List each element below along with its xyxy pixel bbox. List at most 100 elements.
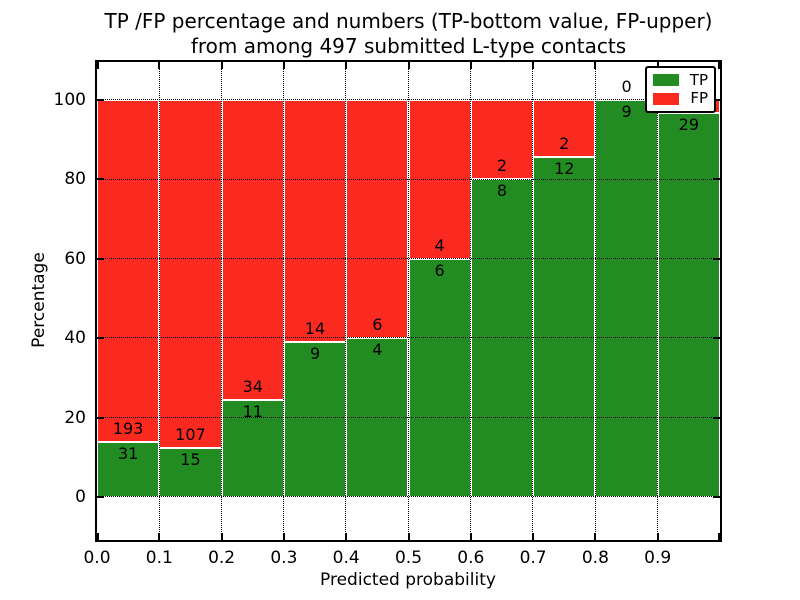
y-tick-label: 20 (64, 407, 86, 428)
x-tickmark-bottom (345, 533, 348, 540)
x-tickmark-bottom (282, 533, 285, 540)
bar-label-fp: 2 (559, 133, 570, 153)
x-tickmark-bottom (158, 533, 161, 540)
x-tickmark-bottom (407, 533, 410, 540)
tp-color-swatch (653, 74, 679, 87)
x-tick-label: 0.8 (581, 548, 609, 568)
bar-label-fp: 4 (434, 235, 445, 255)
x-tick-label: 0.5 (394, 548, 423, 568)
x-tickmark-top (282, 62, 285, 69)
bar-label-fp: 6 (372, 315, 383, 335)
bar-segment-tp (97, 442, 160, 497)
v-gridline (407, 62, 409, 540)
legend-item-fp: FP (653, 90, 708, 107)
v-gridline (532, 62, 534, 540)
bar-label-fp: 34 (242, 376, 263, 396)
y-tickmark-right (713, 416, 720, 419)
x-tickmark-bottom (594, 533, 597, 540)
x-tickmark-top (345, 62, 348, 69)
bar-label-fp: 2 (496, 156, 508, 176)
x-tick-label: 0.2 (208, 548, 236, 568)
y-tickmark-right (713, 257, 720, 260)
chart-title-line1: TP /FP percentage and numbers (TP-bottom… (104, 9, 713, 33)
y-tickmark-left (97, 416, 104, 419)
bar-label-tp: 12 (554, 158, 575, 178)
bar-segment-fp (97, 100, 160, 443)
v-gridline (345, 62, 347, 540)
bar-segment-tp (408, 258, 471, 497)
x-tick-label: 0.6 (457, 548, 485, 568)
x-tickmark-top (656, 62, 659, 69)
plot-area: TP FP 193 31 107 15 34 11 14 9 6 4 4 6 2 8 2 12 0 9 29 (95, 60, 722, 542)
y-tick-label: 40 (64, 328, 86, 349)
x-tick-label: 0.7 (519, 548, 547, 568)
bar-segment-tp (595, 100, 658, 497)
bar-label-tp: 4 (372, 340, 383, 360)
x-tickmark-top (718, 62, 720, 69)
bar-label-tp: 9 (309, 343, 321, 363)
bar-segment-fp (159, 100, 222, 449)
v-gridline (158, 62, 160, 540)
x-tickmark-top (532, 62, 535, 69)
bar-segment-fp (470, 100, 534, 180)
bar-label-tp: 8 (496, 181, 508, 201)
x-tick-label: 0.9 (644, 548, 672, 568)
x-tickmark-top (220, 62, 223, 69)
y-tick-label: 0 (75, 487, 86, 507)
bar-label-fp: 14 (304, 318, 326, 338)
y-tickmark-right (713, 496, 720, 498)
x-tickmark-top (158, 62, 161, 69)
x-tickmark-bottom (718, 533, 720, 540)
y-tickmark-left (97, 257, 104, 260)
y-tickmark-right (713, 178, 720, 181)
v-gridline (470, 62, 471, 540)
bar-segment-fp (221, 100, 284, 400)
bar-label-fp: 193 (112, 419, 144, 439)
x-tickmark-bottom (220, 533, 223, 540)
bar-segment-fp (283, 100, 347, 342)
x-tickmark-top (97, 62, 99, 69)
v-gridline (283, 62, 285, 540)
chart-title-line2: from among 497 submitted L-type contacts (190, 34, 627, 58)
legend-label-tp: TP (689, 70, 708, 89)
x-tickmark-top (594, 62, 597, 69)
bar-segment-tp (657, 113, 720, 497)
x-tickmark-top (469, 62, 472, 69)
y-tickmark-left (97, 496, 104, 498)
bar-label-tp: 15 (180, 450, 201, 470)
legend-item-tp: TP (653, 70, 708, 89)
bar-label-tp: 29 (678, 115, 700, 135)
bar-segment-tp (159, 448, 222, 497)
x-tickmark-bottom (469, 533, 472, 540)
y-tickmark-left (97, 99, 104, 101)
bar-segment-fp (533, 100, 596, 157)
x-tick-label: 0.0 (83, 548, 111, 568)
y-tickmark-left (97, 178, 104, 181)
y-tick-label: 80 (64, 169, 86, 190)
x-tickmark-bottom (97, 533, 99, 540)
x-axis-label: Predicted probability (320, 570, 496, 590)
bar-label-fp: 0 (621, 77, 632, 96)
v-gridline (656, 62, 658, 540)
bar-label-tp: 31 (117, 444, 139, 464)
y-tickmark-right (713, 337, 720, 340)
bar-segment-tp (283, 341, 347, 497)
x-tickmark-bottom (656, 533, 659, 540)
x-tickmark-top (407, 62, 410, 69)
y-tick-label: 100 (53, 90, 86, 110)
bar-segment-tp (533, 156, 596, 497)
x-tick-label: 0.3 (270, 548, 298, 568)
legend: TP FP (645, 66, 716, 113)
bar-segment-fp (346, 100, 409, 339)
y-tickmark-right (713, 99, 720, 101)
bar-label-tp: 6 (434, 260, 445, 280)
v-gridline (220, 62, 222, 540)
y-axis-label: Percentage (29, 252, 49, 348)
fp-color-swatch (653, 92, 679, 105)
x-tickmark-bottom (532, 533, 535, 540)
y-tick-label: 60 (64, 248, 86, 269)
x-tick-label: 0.1 (145, 548, 173, 568)
y-tickmark-left (97, 337, 104, 340)
legend-label-fp: FP (690, 89, 708, 108)
